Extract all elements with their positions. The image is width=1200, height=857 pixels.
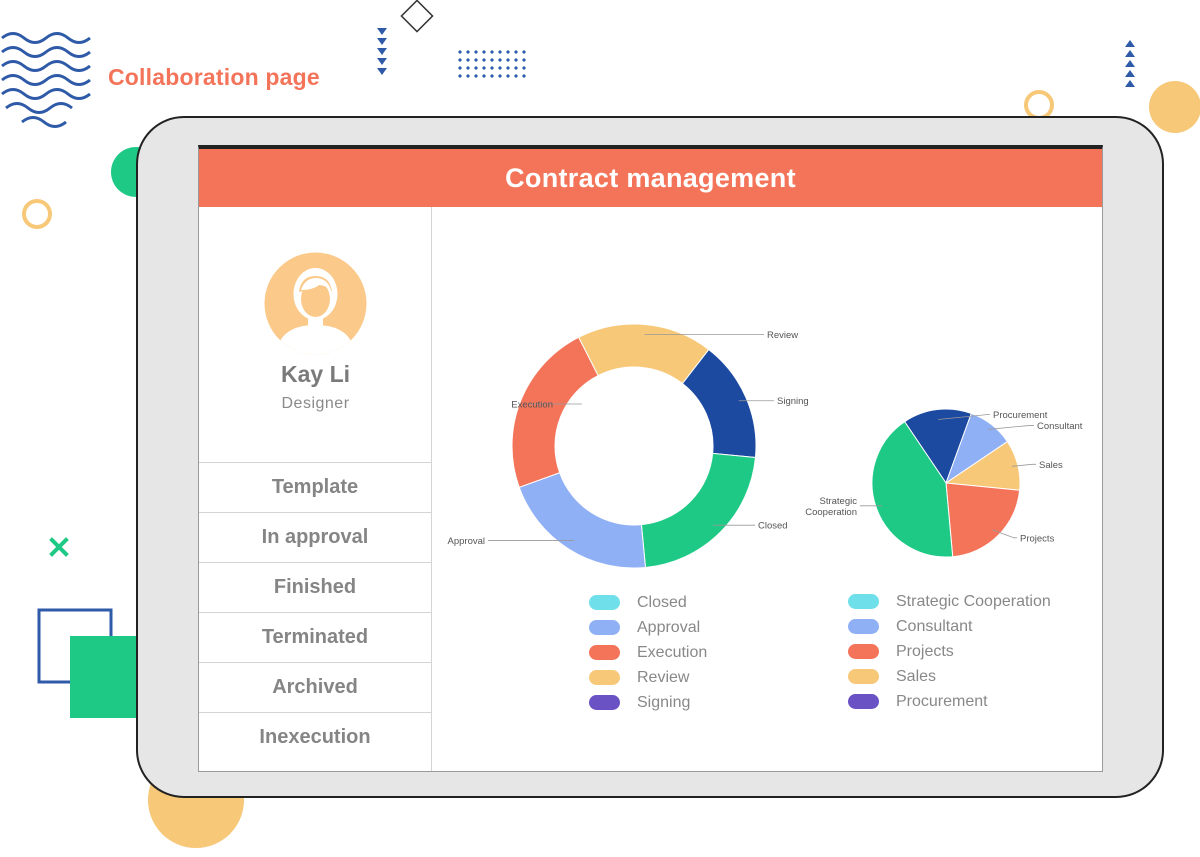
ring-orange-left-icon bbox=[22, 199, 52, 229]
legend-label: Strategic Cooperation bbox=[896, 592, 1051, 610]
donut-execution-label: Execution bbox=[511, 400, 553, 411]
donut-legend-item-review[interactable]: Review bbox=[589, 665, 707, 690]
sidebar-item-finished[interactable]: Finished bbox=[199, 562, 431, 612]
sidebar-item-archived[interactable]: Archived bbox=[199, 662, 431, 712]
pie-slice-procurement[interactable] bbox=[903, 408, 972, 485]
pie-sales-leader-line bbox=[1011, 463, 1036, 467]
cross-icon bbox=[49, 537, 69, 557]
pie-projects-label: Projects bbox=[1020, 533, 1055, 544]
profile-name: Kay Li bbox=[280, 361, 351, 387]
donut-approval-label: Approval bbox=[448, 536, 486, 547]
donut-legend: Closed Approval Execution Review Signing bbox=[589, 590, 707, 715]
pie-projects-leader-line bbox=[992, 529, 1017, 539]
legend-label: Closed bbox=[637, 593, 687, 611]
diamond-outline-icon bbox=[400, 0, 434, 33]
donut-review-label: Review bbox=[767, 330, 798, 341]
screen-title: Contract management bbox=[505, 162, 796, 193]
donut-legend-item-closed[interactable]: Closed bbox=[589, 590, 707, 615]
sidebar-menu: Template In approval Finished Terminated… bbox=[199, 462, 431, 762]
sidebar-item-template[interactable]: Template bbox=[199, 462, 431, 512]
pie-legend-item-sales[interactable]: Sales bbox=[848, 664, 1051, 689]
legend-swatch bbox=[848, 619, 879, 634]
pie-sales-label: Sales bbox=[1039, 460, 1063, 471]
pie-procurement-label: Procurement bbox=[993, 410, 1048, 421]
legend-swatch bbox=[589, 595, 620, 610]
legend-swatch bbox=[589, 645, 620, 660]
legend-label: Procurement bbox=[896, 692, 988, 710]
sidebar-item-terminated[interactable]: Terminated bbox=[199, 612, 431, 662]
legend-label: Projects bbox=[896, 642, 954, 660]
donut-signing-label: Signing bbox=[777, 396, 809, 407]
legend-swatch bbox=[848, 644, 879, 659]
charts-area: Review Signing Closed Approval Execution Proc… bbox=[432, 207, 1102, 771]
profile-role: Designer bbox=[281, 395, 350, 412]
donut-slice-closed[interactable] bbox=[640, 452, 757, 569]
donut-slice-approval[interactable] bbox=[518, 472, 647, 569]
tablet-screen: Contract management Kay Li Designer Temp… bbox=[198, 145, 1103, 772]
pie-slice-strategic-cooperation[interactable] bbox=[871, 420, 954, 558]
pie-legend-item-procurement[interactable]: Procurement bbox=[848, 689, 1051, 714]
sidebar-item-inexecution[interactable]: Inexecution bbox=[199, 712, 431, 762]
pie-slice-projects[interactable] bbox=[945, 482, 1021, 558]
legend-label: Consultant bbox=[896, 617, 973, 635]
legend-label: Sales bbox=[896, 667, 937, 685]
triangle-column-up-icon bbox=[1125, 40, 1135, 87]
pie-consultant-label: Consultant bbox=[1037, 421, 1083, 432]
donut-closed-label: Closed bbox=[758, 521, 788, 532]
pie-consultant-leader-line bbox=[987, 425, 1034, 430]
pie-procurement-leader-line bbox=[938, 414, 990, 420]
donut-legend-item-signing[interactable]: Signing bbox=[589, 690, 707, 715]
legend-swatch bbox=[589, 670, 620, 685]
page-heading: Collaboration page bbox=[108, 64, 320, 90]
legend-swatch bbox=[848, 594, 879, 609]
legend-swatch bbox=[848, 694, 879, 709]
wave-pattern-icon bbox=[1, 32, 91, 128]
donut-legend-item-execution[interactable]: Execution bbox=[589, 640, 707, 665]
pie-legend: Strategic Cooperation Consultant Projects S… bbox=[848, 589, 1051, 714]
sidebar-item-in-approval[interactable]: In approval bbox=[199, 512, 431, 562]
screen-header: Contract management bbox=[199, 149, 1102, 207]
pie-legend-item-strategic-cooperation[interactable]: Strategic Cooperation bbox=[848, 589, 1051, 614]
sidebar: Kay Li Designer Template In approval Fin… bbox=[199, 207, 432, 771]
circle-orange-top-right-icon bbox=[1149, 81, 1200, 133]
charts-svg: Review Signing Closed Approval Execution Proc… bbox=[448, 323, 1083, 569]
triangle-column-down-icon bbox=[377, 28, 387, 75]
legend-label: Approval bbox=[637, 618, 701, 636]
ring-orange-top-right-icon bbox=[1024, 90, 1054, 120]
pie-strategic-cooperation-label: Strategic Cooperation bbox=[805, 496, 857, 518]
pie-legend-item-consultant[interactable]: Consultant bbox=[848, 614, 1051, 639]
dot-grid-icon bbox=[458, 50, 526, 78]
legend-swatch bbox=[589, 695, 620, 710]
donut-slice-execution[interactable] bbox=[511, 336, 599, 488]
legend-swatch bbox=[589, 620, 620, 635]
legend-label: Review bbox=[637, 668, 690, 686]
woman-avatar-icon[interactable] bbox=[264, 252, 367, 355]
legend-swatch bbox=[848, 669, 879, 684]
pie-legend-item-projects[interactable]: Projects bbox=[848, 639, 1051, 664]
legend-label: Execution bbox=[637, 643, 708, 661]
legend-label: Signing bbox=[637, 693, 691, 711]
donut-legend-item-approval[interactable]: Approval bbox=[589, 615, 707, 640]
square-green-icon bbox=[70, 636, 140, 718]
